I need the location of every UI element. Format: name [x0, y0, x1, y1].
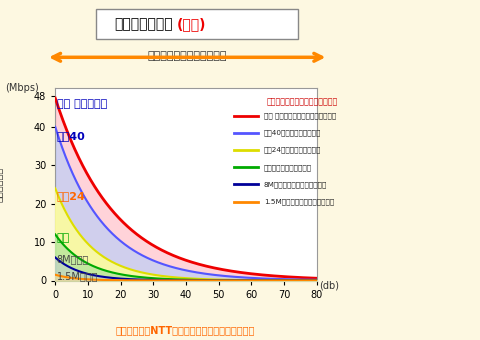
Text: 下り伝送速度: 下り伝送速度: [0, 167, 3, 202]
Text: モア スペシャル: モア スペシャル: [57, 99, 107, 109]
Text: 1.5Mプラン: 1.5Mプラン: [57, 272, 98, 282]
Text: (Mbps): (Mbps): [5, 83, 38, 93]
Text: モア24: モア24: [57, 191, 86, 201]
Text: 伝送速度期待値: 伝送速度期待値: [114, 17, 173, 31]
Text: モア40: モア40: [57, 132, 85, 141]
Text: 8Mプランの理想的な伝送速度: 8Mプランの理想的な伝送速度: [264, 181, 327, 188]
Text: モア スペシャルの理想的な伝送速度: モア スペシャルの理想的な伝送速度: [264, 112, 336, 119]
Text: モアスペシャルがおすすめ: モアスペシャルがおすすめ: [147, 51, 227, 61]
FancyArrowPatch shape: [53, 53, 322, 61]
Text: 【各プランの理想的な伝送速度】: 【各プランの理想的な伝送速度】: [267, 98, 338, 107]
Text: モア24の理想的な伝送速度: モア24の理想的な伝送速度: [264, 147, 321, 153]
Text: 8Mプラン: 8Mプラン: [57, 254, 89, 265]
Text: お客さま宅～NTT西日本収容ビルまでの伝送損失: お客さま宅～NTT西日本収容ビルまでの伝送損失: [115, 325, 254, 335]
Text: モア40の理想的な伝送速度: モア40の理想的な伝送速度: [264, 130, 321, 136]
Text: モア: モア: [57, 233, 70, 243]
Text: (db): (db): [319, 280, 339, 290]
Text: モアの理想的な伝送速度: モアの理想的な伝送速度: [264, 164, 312, 171]
Text: (推定): (推定): [177, 17, 206, 31]
Text: 1.5Mプランの理想的な伝送速度: 1.5Mプランの理想的な伝送速度: [264, 198, 334, 205]
